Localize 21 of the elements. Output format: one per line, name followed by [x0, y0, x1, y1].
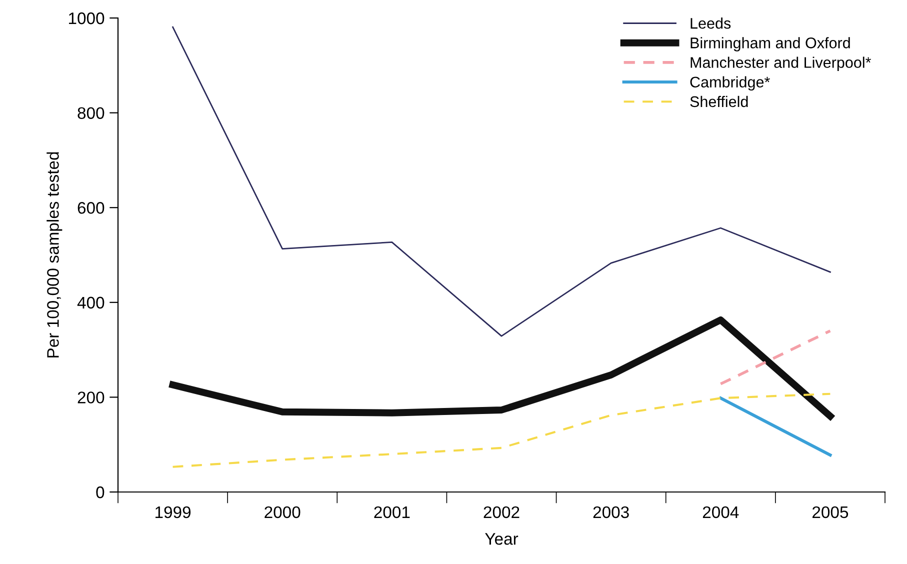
x-tick-label: 1999 [156, 506, 191, 518]
x-tick-label: 2005 [812, 506, 848, 518]
y-tick-label: 200 [78, 392, 104, 404]
x-tick-label: 2004 [702, 506, 739, 518]
x-tick-label: 2000 [264, 506, 300, 518]
y-tick-label: 1000 [69, 12, 104, 24]
legend-label: Cambridge* [690, 76, 770, 91]
y-axis-title: Per 100,000 samples tested [46, 152, 62, 358]
y-tick-label: 800 [78, 107, 104, 120]
legend-label: Leeds [690, 18, 731, 29]
legend-label: Birmingham and Oxford [690, 37, 850, 52]
legend-label: Sheffield [690, 96, 748, 108]
x-axis-title: Year [485, 533, 518, 545]
y-tick-label: 0 [96, 486, 104, 498]
line-series [172, 392, 832, 468]
x-tick-label: 2001 [374, 506, 410, 518]
legend-label: Manchester and Liverpool* [690, 56, 872, 71]
x-tick-label: 2002 [484, 506, 520, 518]
x-tick-label: 2003 [593, 506, 629, 518]
y-tick-label: 600 [78, 202, 104, 214]
y-tick-label: 400 [77, 296, 104, 309]
